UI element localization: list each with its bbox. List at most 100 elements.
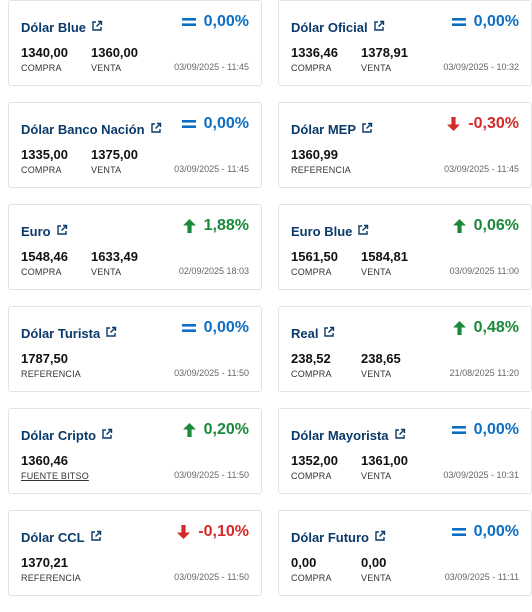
values: 0,00 COMPRA 0,00 VENTA [291, 555, 391, 583]
card-title[interactable]: Dólar CCL [21, 530, 85, 545]
external-link-icon[interactable] [318, 326, 335, 341]
variation-value: -0,10% [198, 523, 249, 540]
value-label: VENTA [91, 267, 122, 277]
value-label: VENTA [361, 471, 392, 481]
variation: 0,00% [181, 115, 249, 133]
timestamp: 21/08/2025 11:20 [449, 368, 519, 378]
card-title[interactable]: Dólar Blue [21, 20, 87, 35]
card-title-link[interactable]: Euro Blue [291, 224, 369, 239]
variation: -0,30% [447, 115, 519, 133]
card-title[interactable]: Euro [21, 224, 51, 239]
value-column: 1561,50 COMPRA [291, 249, 361, 277]
card-title-link[interactable]: Real [291, 326, 335, 341]
equal-icon [181, 17, 196, 27]
card-title[interactable]: Real [291, 326, 319, 341]
value-number: 1787,50 [21, 351, 68, 366]
card-title-link[interactable]: Dólar Futuro [291, 530, 386, 545]
value-number: 1584,81 [361, 249, 408, 264]
arrow-up-icon [452, 321, 466, 335]
external-link-icon[interactable] [100, 326, 117, 341]
value-number: 1548,46 [21, 249, 68, 264]
value-label: REFERENCIA [21, 369, 82, 379]
variation: 1,88% [182, 217, 249, 235]
value-number: 1336,46 [291, 45, 338, 60]
external-link-icon[interactable] [85, 530, 102, 545]
timestamp: 03/09/2025 - 11:50 [174, 572, 249, 582]
arrow-down-icon [177, 525, 191, 539]
card-title[interactable]: Dólar Turista [21, 326, 101, 341]
card-title[interactable]: Euro Blue [291, 224, 353, 239]
variation: 0,20% [182, 421, 249, 439]
external-link-icon[interactable] [368, 20, 385, 35]
equal-icon [181, 323, 196, 333]
value-column: 1360,99 REFERENCIA [291, 147, 351, 175]
quote-card: Dólar CCL -0,10% 1370,21 REFERENCIA 03/09/20… [8, 510, 262, 596]
value-column: 0,00 VENTA [361, 555, 391, 583]
card-title-link[interactable]: Euro [21, 224, 68, 239]
value-number: 1378,91 [361, 45, 408, 60]
value-column: 1360,00 VENTA [91, 45, 138, 73]
value-number: 0,00 [361, 555, 387, 570]
quote-card: Dólar MEP -0,30% 1360,99 REFERENCIA 03/09/20… [278, 102, 532, 188]
value-label: COMPRA [291, 63, 332, 73]
variation: 0,00% [181, 13, 249, 31]
external-link-icon[interactable] [51, 224, 68, 239]
timestamp: 02/09/2025 18:03 [178, 266, 249, 276]
arrow-up-icon [182, 423, 196, 437]
value-column: 1548,46 COMPRA [21, 249, 91, 277]
value-number: 238,65 [361, 351, 401, 366]
card-title[interactable]: Dólar Oficial [291, 20, 368, 35]
variation-value: -0,30% [468, 115, 519, 132]
card-title-link[interactable]: Dólar Banco Nación [21, 122, 162, 137]
card-title[interactable]: Dólar Futuro [291, 530, 369, 545]
card-title-link[interactable]: Dólar Mayorista [291, 428, 406, 443]
external-link-icon[interactable] [352, 224, 369, 239]
variation: 0,00% [451, 13, 519, 31]
card-title-link[interactable]: Dólar Oficial [291, 20, 385, 35]
card-title[interactable]: Dólar Banco Nación [21, 122, 145, 137]
timestamp: 03/09/2025 - 11:45 [174, 164, 249, 174]
value-label: COMPRA [291, 573, 332, 583]
timestamp: 03/09/2025 - 11:45 [444, 164, 519, 174]
card-title-link[interactable]: Dólar Blue [21, 20, 103, 35]
external-link-icon[interactable] [389, 428, 406, 443]
arrow-up-icon [452, 219, 466, 233]
value-number: 1340,00 [21, 45, 68, 60]
value-label: COMPRA [21, 63, 62, 73]
quote-card: Dólar Oficial 0,00% 1336,46 COMPRA 1378,91 VE… [278, 0, 532, 86]
quote-card: Euro 1,88% 1548,46 COMPRA 1633,49 VENTA 02/09/… [8, 204, 262, 290]
values: 1360,46 FUENTE BITSO [21, 453, 89, 481]
value-column: 1336,46 COMPRA [291, 45, 361, 73]
card-title[interactable]: Dólar MEP [291, 122, 357, 137]
external-link-icon[interactable] [369, 530, 386, 545]
values: 1787,50 REFERENCIA [21, 351, 81, 379]
source-link[interactable]: FUENTE BITSO [21, 471, 89, 481]
value-number: 238,52 [291, 351, 331, 366]
external-link-icon[interactable] [356, 122, 373, 137]
card-title-link[interactable]: Dólar MEP [291, 122, 373, 137]
value-column: 1378,91 VENTA [361, 45, 408, 73]
timestamp: 03/09/2025 11:00 [449, 266, 519, 276]
card-title[interactable]: Dólar Cripto [21, 428, 97, 443]
quote-card: Dólar Banco Nación 0,00% 1335,00 COMPRA 1375… [8, 102, 262, 188]
value-number: 1360,46 [21, 453, 68, 468]
value-number: 0,00 [291, 555, 317, 570]
quote-card: Dólar Blue 0,00% 1340,00 COMPRA 1360,00 VENTA… [8, 0, 262, 86]
quote-card: Dólar Cripto 0,20% 1360,46 FUENTE BITSO 03/0… [8, 408, 262, 494]
card-title-link[interactable]: Dólar Cripto [21, 428, 113, 443]
values: 1548,46 COMPRA 1633,49 VENTA [21, 249, 138, 277]
quote-card: Real 0,48% 238,52 COMPRA 238,65 VENTA 21/08/20… [278, 306, 532, 392]
value-number: 1360,00 [91, 45, 138, 60]
external-link-icon[interactable] [145, 122, 162, 137]
value-label: VENTA [361, 369, 392, 379]
value-label: VENTA [91, 63, 122, 73]
value-column: 1787,50 REFERENCIA [21, 351, 81, 379]
card-title[interactable]: Dólar Mayorista [291, 428, 389, 443]
equal-icon [181, 119, 196, 129]
card-title-link[interactable]: Dólar CCL [21, 530, 102, 545]
external-link-icon[interactable] [86, 20, 103, 35]
card-title-link[interactable]: Dólar Turista [21, 326, 117, 341]
timestamp: 03/09/2025 - 11:45 [174, 62, 249, 72]
external-link-icon[interactable] [96, 428, 113, 443]
equal-icon [451, 527, 466, 537]
